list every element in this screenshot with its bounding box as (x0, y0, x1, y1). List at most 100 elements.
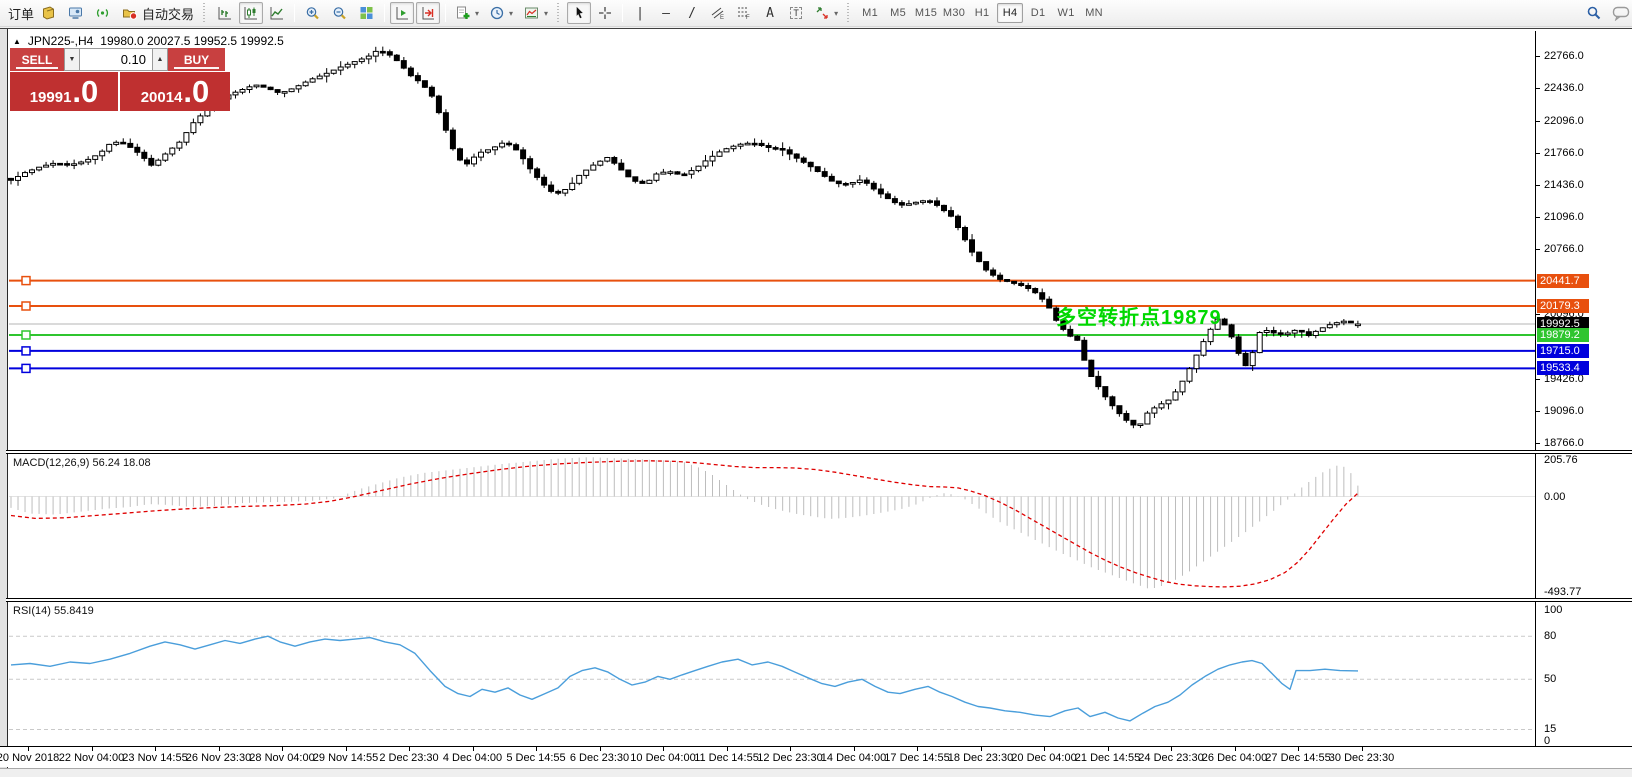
search-button[interactable] (1581, 2, 1606, 24)
resistance-line-20179[interactable] (9, 301, 1535, 311)
price-tick-label: 18766.0 (1544, 436, 1584, 449)
timeframe-m5-button[interactable]: M5 (890, 7, 907, 19)
time-tick-mark (91, 747, 93, 751)
price-tick-mark (1536, 120, 1540, 122)
timeframe-w1-button[interactable]: W1 (1057, 7, 1075, 19)
macd-tick-label: 205.76 (1544, 454, 1578, 466)
chat-button[interactable] (1608, 2, 1632, 24)
price-tick-label: 19096.0 (1544, 404, 1584, 417)
time-axis[interactable]: 20 Nov 2018 22 Nov 04:00 23 Nov 14:55 26 No… (0, 746, 1632, 767)
chart-text-annotation[interactable]: 多空转折点19879 (1056, 307, 1222, 329)
market-watch-button[interactable] (36, 2, 61, 24)
price-tick-label: 20766.0 (1544, 243, 1584, 256)
macd-panel-splitter[interactable] (6, 450, 1632, 454)
line-chart-button[interactable] (265, 2, 289, 24)
svg-text:F: F (746, 15, 750, 21)
rsi-tick-label: 0 (1544, 735, 1551, 747)
rsi-indicator-label: RSI(14) 55.8419 (13, 605, 94, 617)
ohlc-readout: 19980.0 20027.5 19952.5 19992.5 (100, 34, 284, 48)
chevron-down-icon: ▾ (509, 8, 514, 18)
tile-windows-button[interactable] (354, 2, 379, 24)
crosshair-tool-button[interactable] (593, 2, 617, 24)
bar-chart-button[interactable] (213, 2, 237, 24)
timeframe-m15-button[interactable]: M15 (914, 7, 938, 19)
rsi-panel-splitter[interactable] (6, 598, 1632, 602)
time-tick-label: 26 Dec 04:00 (1201, 752, 1268, 764)
toolbar-grip[interactable] (557, 3, 563, 23)
auto-scroll-button[interactable] (416, 2, 441, 24)
text-label-tool[interactable]: T (784, 2, 808, 24)
search-icon (1587, 6, 1601, 20)
price-tick-label: 21436.0 (1544, 178, 1584, 191)
time-tick-mark (599, 747, 601, 751)
time-tick-label: 17 Dec 14:55 (884, 752, 950, 764)
timeframe-m30-button[interactable]: M30 (942, 7, 966, 19)
channel-tool[interactable]: E (706, 2, 730, 24)
macd-histogram (10, 457, 1359, 589)
time-tick-mark (980, 747, 982, 751)
volume-increase-button[interactable]: ▲ (152, 48, 168, 71)
terminal-button[interactable] (63, 2, 88, 24)
time-tick-mark (1171, 747, 1172, 751)
trendline-tool[interactable]: / (680, 2, 704, 24)
window-left-frame (0, 29, 8, 768)
timeframe-m1-button[interactable]: M1 (862, 7, 879, 19)
buy-button[interactable]: BUY (168, 48, 225, 71)
clock-icon (490, 6, 504, 20)
volume-decrease-button[interactable]: ▼ (64, 48, 80, 71)
buy-price-display[interactable]: 20014 .0 (120, 72, 230, 111)
toolbar-grip[interactable] (203, 3, 209, 23)
support-line-19533[interactable] (9, 363, 1535, 374)
add-indicator-button[interactable]: ▾ (451, 2, 483, 24)
time-tick-label: 26 Nov 23:30 (185, 752, 252, 764)
periods-button[interactable]: ▾ (485, 2, 517, 24)
time-tick-label: 11 Dec 14:55 (694, 752, 759, 764)
candlestick-icon (244, 7, 258, 20)
line-chart-icon (270, 7, 284, 20)
fibonacci-icon: F (738, 7, 750, 21)
sell-button[interactable]: SELL (10, 48, 64, 71)
cursor-tool-button[interactable] (567, 2, 592, 24)
trendline-icon: / (688, 5, 696, 21)
vertical-line-tool[interactable]: | (628, 2, 652, 24)
text-tool[interactable]: A (758, 2, 782, 24)
timeframe-d1-button[interactable]: D1 (1030, 7, 1046, 19)
main-toolbar: 订单 自动交易 ▾ ▾ (0, 0, 1632, 27)
sell-price-main: 19991 (29, 89, 72, 106)
signals-button[interactable] (90, 2, 115, 24)
sell-price-display[interactable]: 19991 .0 (10, 72, 118, 111)
resistance-line-20441[interactable] (9, 275, 1535, 286)
timeframe-mn-button[interactable]: MN (1085, 7, 1103, 19)
price-tick-label: 22436.0 (1544, 81, 1584, 94)
toolbar-grip[interactable] (847, 3, 853, 23)
collapse-chart-icon[interactable]: ▲ (13, 36, 21, 46)
time-tick-mark (155, 747, 156, 751)
text-label-icon: T (790, 7, 802, 19)
price-axis[interactable]: 22766.0 22436.0 22096.0 21766.0 21436.0 21096… (1535, 31, 1632, 747)
price-marker-19715.0: 19715.0 (1537, 343, 1589, 358)
fibonacci-tool[interactable]: F (732, 2, 756, 24)
chart-shift-button[interactable] (390, 2, 415, 24)
time-tick-label: 27 Dec 14:55 (1265, 752, 1331, 764)
timeframe-h1-button[interactable]: H1 (974, 7, 990, 19)
autotrading-button[interactable]: 自动交易 (117, 2, 198, 24)
candlestick-chart-button[interactable] (239, 2, 264, 24)
sell-price-big-digits: .0 (72, 74, 99, 109)
terminal-user-icon (69, 7, 82, 19)
rsi-line (10, 635, 1359, 722)
time-tick-mark (282, 747, 283, 751)
zoom-in-button[interactable] (300, 2, 325, 24)
chart-canvas[interactable] (8, 31, 1535, 746)
support-line-19715[interactable] (9, 346, 1535, 356)
timeframe-h4-button[interactable]: H4 (997, 3, 1024, 23)
templates-button[interactable]: ▾ (519, 2, 552, 24)
new-order-button[interactable]: 订单 (7, 6, 34, 22)
zoom-out-button[interactable] (327, 2, 352, 24)
arrows-tool[interactable]: ▾ (810, 2, 842, 24)
volume-input[interactable] (80, 48, 152, 71)
price-tick-mark (1536, 152, 1540, 154)
time-tick-mark (472, 747, 474, 751)
rsi-tick-label: 15 (1544, 723, 1557, 736)
horizontal-line-tool[interactable]: — (654, 2, 678, 24)
bar-chart-icon (218, 7, 232, 20)
